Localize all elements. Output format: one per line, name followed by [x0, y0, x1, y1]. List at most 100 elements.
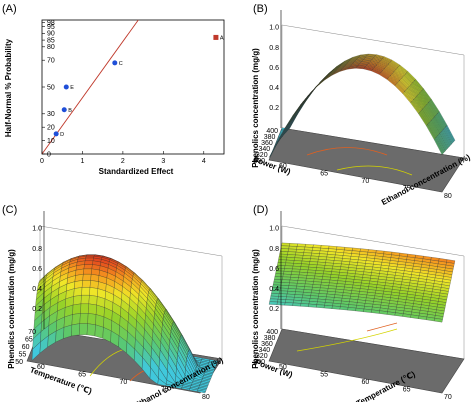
- surface-cell: [280, 245, 290, 250]
- x-tick-label: 2: [121, 158, 125, 165]
- tick-label: 55: [320, 372, 328, 379]
- tick-label: 50: [279, 364, 287, 371]
- surface-cell: [316, 304, 325, 309]
- z-tick-group: 0.2 0.4 0.6 0.8 1.0: [32, 211, 45, 329]
- tick-label: 60: [279, 163, 287, 170]
- surface-cell: [292, 263, 302, 267]
- data-point: [61, 107, 67, 113]
- panel-c-label: (C): [2, 204, 17, 216]
- point-label: C: [119, 61, 123, 67]
- surface-cell: [71, 323, 80, 337]
- surface-cell: [89, 287, 99, 297]
- surface-cell: [94, 324, 104, 339]
- surface-cell: [79, 323, 88, 335]
- tick-label: 380: [264, 134, 276, 141]
- z-tick-label: 1.0: [32, 226, 42, 233]
- y-tick-group: 60 65 70 75 80: [279, 163, 452, 200]
- tick-label: 340: [259, 347, 271, 354]
- tick-label: 55: [18, 352, 26, 359]
- z-tick-label: 0.6: [269, 65, 279, 72]
- panel-b-label: (B): [253, 3, 268, 15]
- surface-cell: [269, 298, 279, 303]
- y-tick-label: 10: [47, 138, 55, 145]
- x-tick-label: 4: [202, 158, 206, 165]
- surface-mesh: [31, 254, 219, 394]
- surface-cell: [79, 313, 89, 324]
- tick-label: 50: [15, 359, 23, 366]
- data-point: [63, 84, 69, 90]
- tick-label: 80: [444, 193, 452, 200]
- y-tick-label: 90: [47, 31, 55, 38]
- surface-cell: [270, 293, 280, 297]
- tick-label: 400: [266, 128, 278, 135]
- surface-cell: [82, 274, 92, 281]
- tick-label: 70: [120, 379, 128, 386]
- z-tick-label: 1.0: [269, 25, 279, 32]
- surface-cell: [278, 256, 288, 261]
- surface-cell: [291, 271, 300, 276]
- floor: [268, 328, 465, 394]
- surface-cell: [73, 287, 83, 297]
- tick-label: 320: [256, 353, 268, 360]
- reference-line: [41, 19, 139, 155]
- z-tick-label: 0.8: [269, 45, 279, 52]
- z-tick-label: 0.2: [32, 306, 42, 313]
- z-tick-label: 0.4: [269, 85, 279, 92]
- tick-label: 60: [362, 379, 370, 386]
- tick-label: 65: [78, 372, 86, 379]
- data-point: [213, 34, 219, 40]
- surface-cell: [277, 259, 287, 263]
- surface-mesh: [268, 53, 456, 158]
- y-tick-label: 20: [47, 125, 55, 132]
- surface-cell: [433, 138, 443, 155]
- y-tick-group: 50 55 60 65 70: [279, 364, 452, 401]
- y-tick-group: 60 65 70 75 80: [37, 364, 210, 401]
- surface-cell: [278, 293, 288, 297]
- data-point: [53, 131, 59, 137]
- surface-cell: [89, 280, 99, 289]
- y-tick-label: 30: [47, 111, 55, 118]
- y-tick-label: 50: [47, 84, 55, 91]
- point-label: E: [70, 85, 74, 91]
- y-tick-label: 80: [47, 44, 55, 51]
- y-tick-label: 70: [47, 58, 55, 65]
- x-tick-label: 3: [161, 158, 165, 165]
- z-tick-label: 0.2: [269, 105, 279, 112]
- surface-cell: [87, 313, 97, 325]
- tick-label: 65: [25, 337, 33, 344]
- surface-cell: [274, 273, 284, 277]
- tick-label: 75: [403, 186, 411, 193]
- y-tick-label: 85: [47, 37, 55, 44]
- floor-contour: [306, 147, 388, 156]
- y-tick-label: 95: [47, 24, 55, 31]
- surface-cell: [74, 280, 83, 289]
- surface-cell: [282, 276, 291, 281]
- surface-cell: [274, 276, 283, 280]
- tick-label: 65: [320, 171, 328, 178]
- z-tick-label: 0.8: [32, 246, 42, 253]
- surface-cell: [88, 303, 97, 315]
- surface-cell: [81, 287, 91, 296]
- x-axis-label: Standardized Effect: [99, 167, 174, 176]
- surface-cell: [84, 257, 94, 261]
- tick-label: 80: [202, 394, 210, 401]
- z-tick-label: 0.6: [269, 266, 279, 273]
- surface-cell: [72, 295, 82, 306]
- surface-cell: [308, 303, 317, 308]
- tick-label: 400: [266, 329, 278, 336]
- z-tick-label: 0.2: [269, 306, 279, 313]
- tick-label: 65: [403, 387, 411, 394]
- surface-cell: [80, 303, 89, 314]
- surface-cell: [83, 268, 92, 275]
- surface-cell: [72, 303, 82, 315]
- x-tick-group: 0 1 2 3 4: [40, 151, 206, 165]
- surface-cell: [279, 290, 288, 295]
